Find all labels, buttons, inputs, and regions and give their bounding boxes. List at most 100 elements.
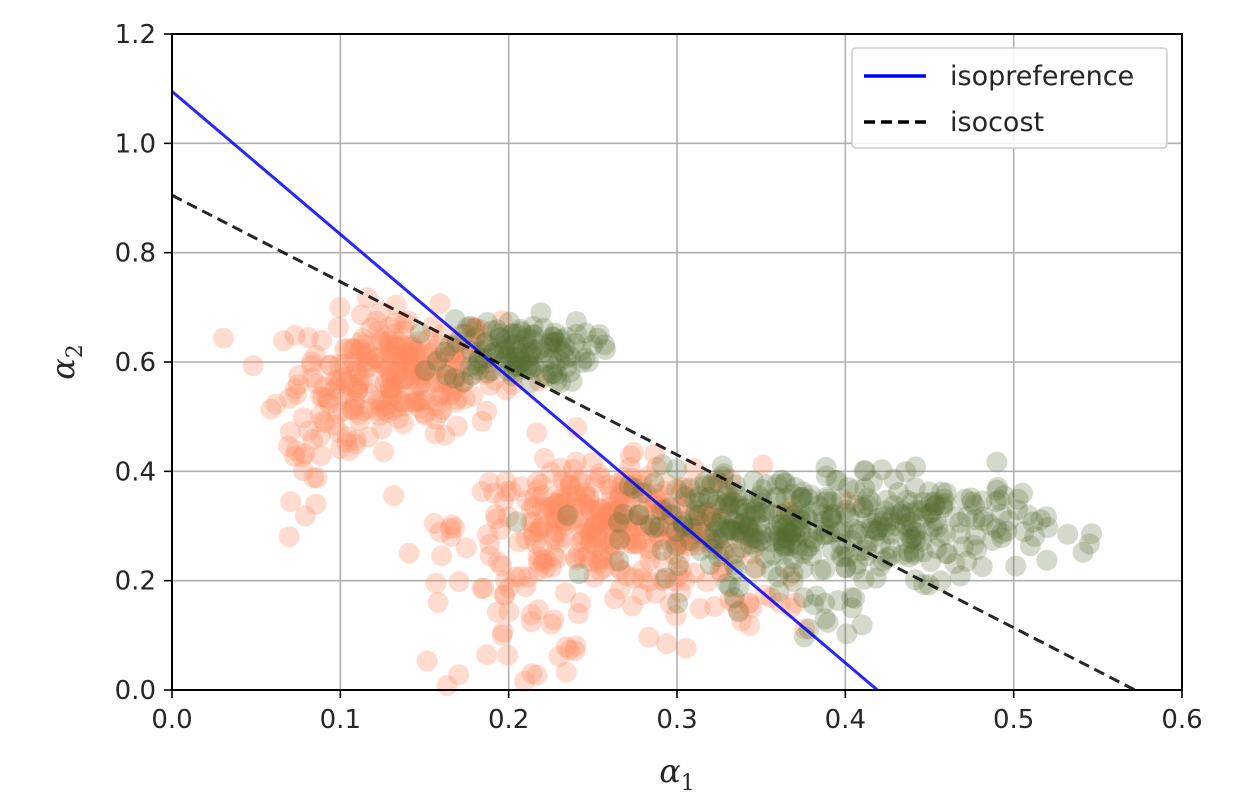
scatter-point [779, 535, 801, 557]
scatter-point [998, 509, 1020, 531]
scatter-point [680, 523, 702, 545]
scatter-point [781, 495, 803, 517]
scatter-point [566, 323, 588, 345]
scatter-point [867, 520, 888, 541]
scatter-point [737, 518, 759, 539]
scatter-point [698, 487, 720, 509]
scatter-point [693, 502, 715, 524]
scatter-point [301, 351, 323, 373]
scatter-point [707, 528, 729, 550]
scatter-point [689, 485, 710, 507]
scatter-point [491, 310, 513, 332]
scatter-point [279, 421, 301, 443]
scatter-point [349, 338, 371, 360]
scatter-point [292, 407, 314, 429]
scatter-point [756, 474, 778, 496]
scatter-point [609, 486, 631, 508]
scatter-point [949, 511, 971, 533]
scatter-point [385, 336, 407, 358]
scatter-point [539, 496, 561, 518]
scatter-point [346, 376, 368, 398]
scatter-point [734, 498, 756, 520]
scatter-point [368, 405, 390, 427]
scatter-point [754, 500, 776, 522]
scatter-point [313, 376, 335, 398]
scatter-point [500, 480, 522, 502]
scatter-point [559, 361, 581, 383]
scatter-point [476, 644, 498, 666]
scatter-point [592, 540, 614, 562]
scatter-point [898, 523, 920, 545]
scatter-point [993, 484, 1015, 506]
scatter-point [870, 533, 891, 555]
scatter-point [567, 603, 589, 625]
scatter-point [280, 491, 302, 513]
scatter-point [285, 440, 307, 462]
scatter-point [327, 403, 349, 425]
scatter-point [888, 481, 909, 503]
scatter-point [506, 323, 528, 345]
scatter-point [429, 293, 451, 314]
scatter-point [745, 504, 767, 526]
scatter-point [651, 569, 673, 591]
scatter-point [608, 512, 630, 534]
scatter-point [713, 463, 735, 485]
scatter-point [684, 489, 705, 511]
scatter-point [704, 520, 726, 542]
scatter-point [661, 522, 683, 544]
scatter-point [341, 398, 363, 420]
scatter-point [310, 445, 332, 467]
scatter-point [602, 529, 624, 551]
scatter-point [527, 545, 549, 567]
scatter-point [493, 338, 515, 360]
scatter-point [604, 500, 626, 522]
scatter-point [883, 468, 905, 490]
scatter-point [533, 447, 555, 469]
scatter-point [550, 457, 572, 479]
scatter-point [582, 517, 604, 539]
scatter-point [445, 391, 467, 413]
scatter-point [541, 362, 563, 384]
scatter-point [712, 472, 734, 494]
scatter-point [306, 373, 328, 395]
scatter-point [814, 592, 836, 614]
scatter-point [566, 488, 588, 509]
scatter-point [751, 479, 773, 500]
scatter-point [509, 346, 531, 368]
scatter-point [668, 535, 690, 557]
scatter-point [616, 565, 638, 587]
x-tick-label: 0.5 [993, 705, 1034, 735]
scatter-point [314, 412, 336, 434]
scatter-point [633, 514, 655, 536]
scatter-point [937, 543, 959, 564]
scatter-point [604, 588, 626, 610]
scatter-point [665, 605, 687, 627]
scatter-point [523, 324, 545, 346]
scatter-point [643, 517, 665, 539]
scatter-point [487, 340, 509, 362]
scatter-point [730, 522, 752, 544]
scatter-point [745, 558, 767, 580]
scatter-point [388, 407, 410, 429]
scatter-point [344, 395, 366, 417]
scatter-point [638, 538, 660, 560]
scatter-point [478, 352, 500, 374]
scatter-point [1081, 523, 1103, 545]
scatter-point [592, 531, 614, 553]
scatter-point [787, 538, 809, 559]
scatter-point [569, 592, 591, 614]
scatter-point [294, 443, 316, 465]
scatter-point [857, 487, 879, 509]
scatter-point [775, 506, 797, 527]
scatter-point [352, 399, 374, 421]
scatter-point [454, 388, 476, 410]
scatter-point [640, 514, 661, 536]
scatter-point [420, 346, 442, 368]
scatter-point [764, 519, 786, 541]
scatter-point [670, 532, 692, 554]
scatter-point [1030, 509, 1052, 531]
scatter-point [425, 572, 447, 594]
scatter-point [341, 357, 363, 379]
scatter-point [599, 478, 621, 500]
scatter-point [600, 496, 622, 518]
